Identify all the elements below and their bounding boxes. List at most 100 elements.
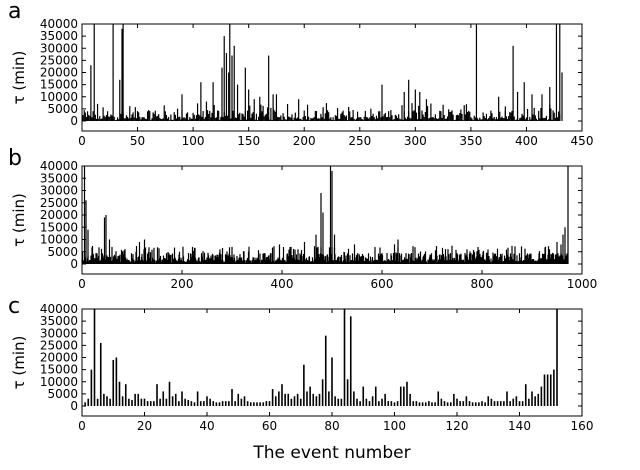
bar bbox=[464, 114, 466, 121]
bar bbox=[188, 260, 191, 264]
bar bbox=[531, 94, 533, 121]
bar bbox=[431, 117, 433, 121]
bar bbox=[514, 119, 516, 121]
x-tick-label: 150 bbox=[237, 134, 260, 148]
bar bbox=[286, 253, 289, 264]
bar bbox=[92, 111, 94, 121]
bar bbox=[299, 118, 301, 121]
bar bbox=[254, 260, 256, 264]
bar bbox=[356, 398, 358, 406]
bar bbox=[153, 401, 155, 406]
bar bbox=[209, 110, 211, 121]
bar bbox=[318, 118, 320, 121]
y-tick-label: 35000 bbox=[40, 314, 78, 328]
bar bbox=[259, 402, 261, 406]
bar bbox=[191, 118, 193, 121]
bar bbox=[452, 114, 454, 121]
bar bbox=[150, 120, 152, 121]
bar bbox=[538, 251, 541, 264]
bar bbox=[82, 251, 84, 264]
bar bbox=[509, 112, 511, 121]
bar bbox=[223, 36, 225, 122]
bar bbox=[324, 113, 326, 121]
bar bbox=[110, 114, 112, 121]
bar bbox=[198, 257, 200, 264]
bar bbox=[143, 239, 146, 264]
bar bbox=[473, 252, 476, 264]
bar bbox=[268, 259, 271, 264]
bar bbox=[534, 396, 536, 406]
bar bbox=[188, 119, 190, 121]
bar bbox=[152, 112, 154, 121]
bar bbox=[372, 113, 374, 121]
bar bbox=[92, 254, 95, 264]
bar bbox=[418, 402, 421, 406]
bar bbox=[165, 115, 168, 121]
x-tick-label: 100 bbox=[383, 419, 406, 433]
bar bbox=[461, 260, 464, 264]
bar bbox=[203, 118, 205, 121]
bar bbox=[402, 259, 404, 264]
bar bbox=[316, 247, 318, 264]
bar bbox=[421, 110, 423, 121]
bar bbox=[518, 401, 521, 406]
bar bbox=[86, 111, 89, 121]
bar bbox=[264, 259, 267, 264]
bar bbox=[325, 103, 328, 121]
bar bbox=[349, 111, 351, 121]
bar bbox=[406, 258, 408, 264]
bar bbox=[103, 115, 105, 121]
bar bbox=[270, 261, 273, 264]
bar bbox=[235, 117, 238, 121]
bar bbox=[353, 244, 356, 264]
bar bbox=[409, 254, 411, 264]
y-tick-label: 25000 bbox=[40, 338, 78, 352]
y-tick-label: 20000 bbox=[40, 66, 78, 80]
bar bbox=[262, 105, 264, 121]
bar bbox=[248, 89, 250, 121]
bar bbox=[211, 112, 213, 121]
bar bbox=[490, 110, 492, 121]
bar bbox=[384, 393, 386, 407]
bar bbox=[385, 117, 388, 121]
bar bbox=[490, 258, 492, 264]
bar bbox=[199, 401, 202, 406]
bar bbox=[282, 113, 284, 121]
bar bbox=[146, 401, 149, 406]
bar bbox=[135, 246, 138, 264]
bar bbox=[469, 251, 471, 264]
y-tick-label: 10000 bbox=[40, 233, 78, 247]
bar bbox=[522, 115, 524, 121]
panel-b: 0500010000150002000025000300003500040000… bbox=[8, 146, 597, 291]
bar bbox=[424, 112, 426, 121]
bar bbox=[399, 255, 401, 264]
bar bbox=[165, 398, 168, 406]
bar bbox=[495, 256, 498, 264]
bar bbox=[202, 260, 205, 264]
bar bbox=[182, 117, 184, 121]
bar bbox=[200, 253, 203, 264]
bar bbox=[390, 255, 393, 264]
bar bbox=[262, 402, 265, 406]
bar bbox=[118, 381, 121, 406]
bar bbox=[487, 249, 489, 264]
bar bbox=[333, 120, 335, 121]
bar bbox=[121, 251, 124, 264]
bar bbox=[371, 396, 374, 406]
bar bbox=[332, 117, 334, 121]
bar bbox=[436, 118, 439, 121]
bar bbox=[84, 402, 86, 406]
bar bbox=[303, 110, 305, 121]
bar bbox=[439, 110, 441, 121]
x-tick-label: 600 bbox=[371, 277, 394, 291]
bar bbox=[240, 398, 243, 406]
bar bbox=[256, 402, 258, 406]
bar bbox=[399, 118, 401, 121]
bar bbox=[238, 114, 240, 121]
bar bbox=[233, 257, 236, 264]
bar bbox=[328, 112, 330, 121]
bar bbox=[296, 117, 299, 121]
bar bbox=[506, 119, 509, 121]
bar bbox=[274, 111, 276, 121]
bar bbox=[490, 398, 493, 406]
